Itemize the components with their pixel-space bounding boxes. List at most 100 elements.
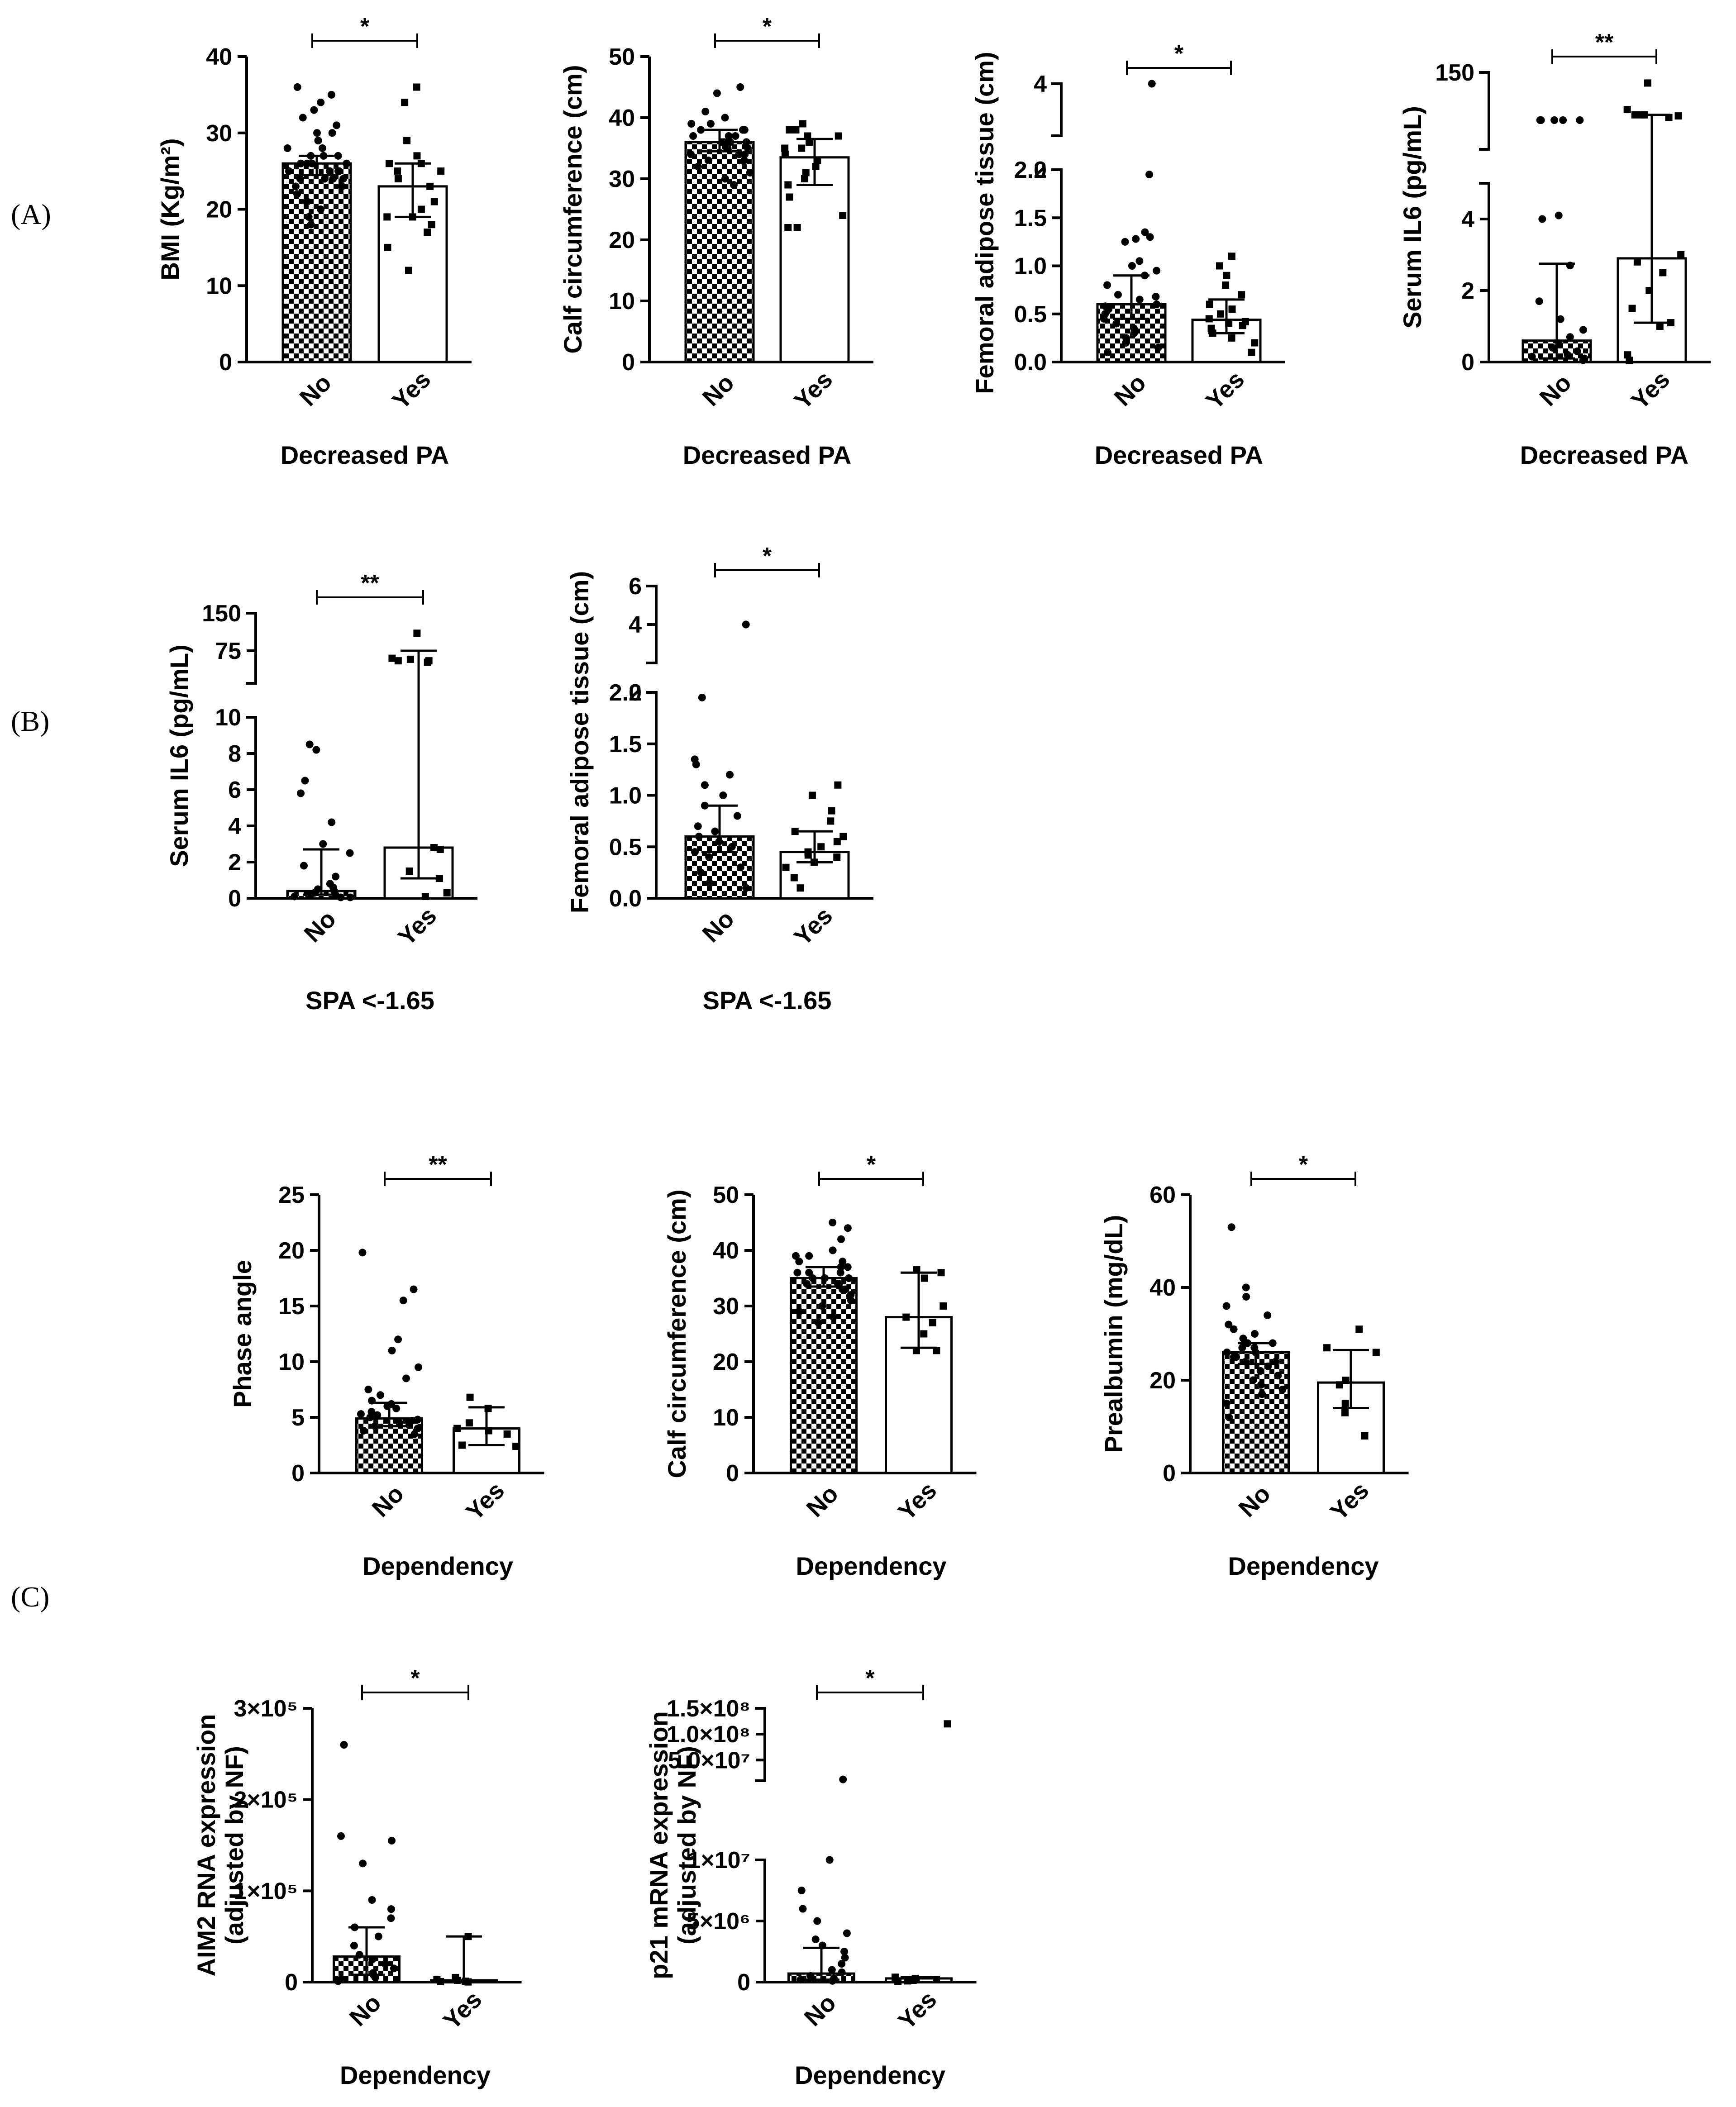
data-point: [359, 1427, 367, 1435]
y-tick-label: 60: [1149, 1182, 1176, 1208]
data-point: [940, 1302, 947, 1310]
data-point: [303, 198, 311, 206]
data-point: [1550, 116, 1559, 124]
data-point: [358, 1249, 367, 1257]
y-tick-label: 0: [219, 349, 232, 376]
data-point: [798, 144, 806, 152]
data-point: [792, 126, 800, 133]
data-point: [1152, 293, 1160, 300]
chart-c3: 0 20 40 60 Prealbumin (mg/dL) No Yes Dependency…: [1099, 1152, 1409, 1580]
data-point: [1535, 297, 1543, 305]
data-point: [694, 162, 702, 171]
category-label: Yes: [1626, 366, 1675, 415]
data-point: [805, 1252, 813, 1260]
data-point: [1342, 1377, 1350, 1384]
data-point: [894, 1978, 902, 1985]
data-point: [312, 746, 320, 754]
data-point: [1667, 319, 1675, 327]
data-point: [834, 781, 842, 789]
y-tick-label: 8: [228, 741, 241, 767]
data-point: [388, 654, 396, 662]
data-point: [1103, 281, 1111, 289]
significance-label: *: [763, 543, 772, 569]
category-label: No: [344, 1989, 386, 2031]
category-label: Yes: [438, 1986, 487, 2035]
data-point: [310, 106, 318, 114]
data-point: [1579, 356, 1587, 364]
category-label: Yes: [393, 902, 442, 951]
bar-yes: [779, 156, 850, 363]
chart-a4: 0 2 4 150 Serum IL6 (pg/mL) No Yes Decreased PA…: [1398, 29, 1711, 469]
data-point: [337, 1832, 345, 1840]
data-point: [698, 693, 706, 701]
data-point: [388, 1346, 396, 1354]
data-point: [795, 1307, 803, 1316]
data-point: [782, 863, 790, 871]
data-point: [784, 181, 792, 189]
data-point: [840, 1948, 849, 1955]
y-tick-label: 0: [737, 1969, 750, 1996]
data-point: [285, 167, 293, 175]
data-point: [791, 828, 799, 835]
y-tick-label: 40: [609, 105, 635, 131]
category-label: No: [295, 369, 337, 411]
data-point: [731, 132, 739, 140]
data-point: [687, 120, 696, 128]
data-point: [811, 1935, 820, 1943]
data-point: [364, 1386, 372, 1393]
data-point: [1238, 1344, 1246, 1352]
data-point: [844, 1224, 852, 1232]
data-point: [1355, 1325, 1363, 1333]
data-point: [1633, 258, 1641, 266]
data-point: [428, 221, 435, 229]
y-axis-title: Femoral adipose tissue (cm): [970, 52, 999, 394]
data-point: [384, 243, 391, 251]
data-point: [706, 879, 714, 887]
category-label: No: [697, 906, 739, 948]
y-tick-label: 20: [1149, 1368, 1176, 1394]
y-tick-label: 1×10⁷: [687, 1847, 750, 1873]
data-point: [383, 213, 391, 221]
data-point: [413, 83, 420, 91]
significance-label: *: [1299, 1152, 1308, 1178]
data-point: [405, 868, 413, 875]
data-point: [730, 181, 738, 189]
data-point: [1100, 315, 1108, 323]
data-point: [711, 827, 719, 835]
data-point: [847, 1297, 855, 1305]
data-point: [1626, 357, 1633, 364]
y-tick-label: 0: [726, 1460, 739, 1487]
data-point: [301, 777, 309, 785]
y-tick-label: 1.5×10⁸: [667, 1696, 750, 1722]
data-point: [1659, 269, 1667, 276]
x-axis-title: Dependency: [795, 2061, 945, 2089]
data-point: [920, 1274, 928, 1282]
data-point: [1341, 1409, 1349, 1416]
data-point: [740, 157, 748, 164]
y-tick-label: 30: [713, 1293, 739, 1320]
data-point: [1251, 1330, 1259, 1338]
y-tick-label: 150: [202, 601, 241, 627]
data-point: [291, 182, 300, 191]
data-point: [465, 1419, 473, 1427]
panel-label-b: (B): [11, 705, 49, 737]
data-point: [813, 1917, 821, 1925]
data-point: [1323, 1344, 1331, 1352]
y-tick-label: 1.0: [1014, 253, 1047, 280]
y-tick-label: 0.0: [1014, 349, 1047, 376]
y-axis-title-line2: (adjusted by NF): [672, 1746, 701, 1945]
data-point: [414, 1416, 422, 1424]
data-point: [1228, 305, 1236, 313]
y-tick-label: 5×10⁶: [687, 1908, 750, 1935]
x-axis-title: Decreased PA: [281, 441, 449, 469]
data-point: [736, 863, 744, 872]
data-point: [1216, 262, 1223, 270]
data-point: [806, 138, 813, 146]
data-point: [827, 817, 835, 825]
x-axis-title: SPA <-1.65: [703, 986, 832, 1015]
data-point: [392, 1404, 401, 1412]
data-point: [1130, 329, 1138, 337]
data-point: [829, 1313, 837, 1321]
